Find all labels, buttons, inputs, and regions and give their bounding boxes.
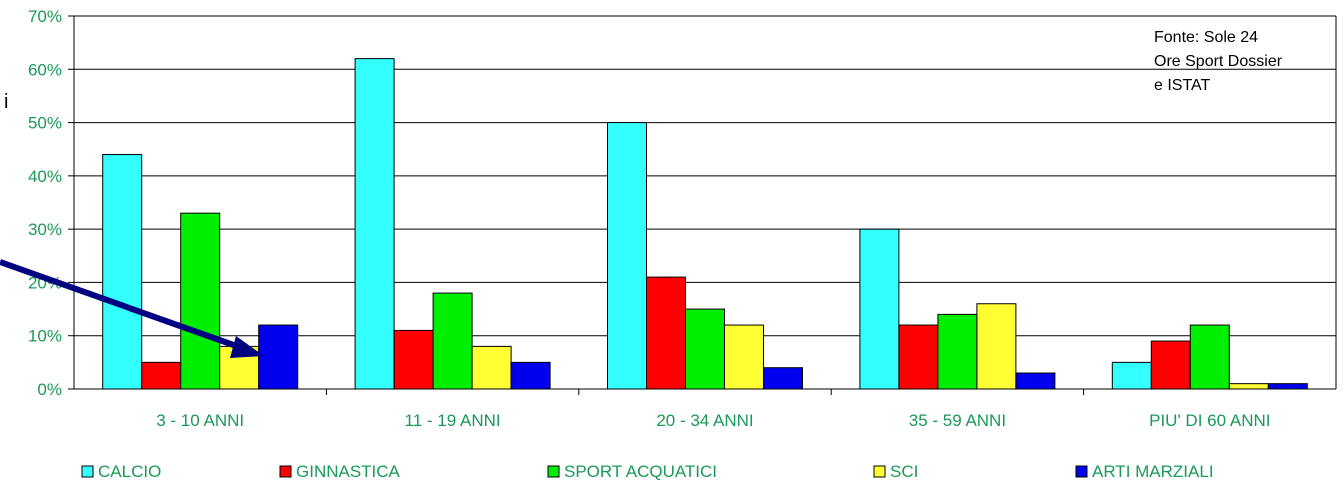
bar-sport-acquatici <box>937 313 978 390</box>
y-tick-label: 10% <box>28 327 62 346</box>
legend: CALCIO GINNASTICA SPORT ACQUATICI SCI ARTI M… <box>81 462 1214 481</box>
bar-sci <box>724 324 764 390</box>
source-note-line-1: Fonte: Sole 24 <box>1154 29 1258 46</box>
y-tick-label: 40% <box>28 167 62 186</box>
bar-arti-marziali <box>258 324 299 390</box>
category-label: 11 - 19 ANNI <box>405 411 501 430</box>
bar-arti-marziali <box>1015 372 1056 390</box>
bar-sport-acquatici <box>432 292 473 390</box>
arrow-shaft <box>0 259 244 351</box>
y-tick-label: 50% <box>28 114 62 133</box>
bar-ginnastica <box>141 361 182 390</box>
bar-arti-marziali <box>510 361 551 390</box>
y-tick-label: 0% <box>37 380 62 399</box>
legend-swatch <box>873 465 886 478</box>
bar-calcio <box>859 228 900 390</box>
legend-label: SPORT ACQUATICI <box>564 462 717 481</box>
x-axis: 3 - 10 ANNI 11 - 19 ANNI 20 - 34 ANNI 35 - … <box>74 388 1336 430</box>
bar-calcio <box>102 154 143 390</box>
bar-ginnastica <box>393 329 434 390</box>
arrow-head <box>230 336 264 358</box>
bar-calcio <box>607 122 647 390</box>
bars <box>102 58 1308 390</box>
bar-arti-marziali <box>763 367 803 390</box>
y-axis: 0%10%20%30%40%50%60%70% <box>28 7 1337 399</box>
cut-off-label: i <box>4 91 8 113</box>
category-label: PIU' DI 60 ANNI <box>1149 411 1270 430</box>
bar-sport-acquatici <box>180 212 221 390</box>
bar-ginnastica <box>646 276 686 390</box>
source-note-line-2: Ore Sport Dossier <box>1154 53 1283 70</box>
category-label: 35 - 59 ANNI <box>909 411 1006 430</box>
y-tick-label: 30% <box>28 220 62 239</box>
bar-ginnastica <box>1150 340 1191 390</box>
legend-swatch <box>81 465 94 478</box>
category-label: 20 - 34 ANNI <box>656 411 753 430</box>
bar-calcio <box>1111 361 1152 390</box>
gridlines <box>74 15 1336 337</box>
legend-swatch <box>279 465 292 478</box>
legend-label: GINNASTICA <box>296 462 401 481</box>
bar-calcio <box>354 58 395 390</box>
bar-arti-marziali <box>1267 383 1308 390</box>
legend-label: CALCIO <box>98 462 161 481</box>
y-tick-label: 60% <box>28 60 62 79</box>
bar-ginnastica <box>898 324 939 390</box>
arrow-annotation <box>0 259 264 358</box>
bar-sport-acquatici <box>685 308 725 390</box>
source-note-line-3: e ISTAT <box>1154 77 1211 94</box>
annotations: Fonte: Sole 24 Ore Sport Dossier e ISTAT… <box>4 29 1283 113</box>
category-label: 3 - 10 ANNI <box>156 411 244 430</box>
bar-sport-acquatici <box>1189 324 1230 390</box>
bar-sci <box>976 303 1017 390</box>
legend-swatch <box>1075 465 1088 478</box>
legend-swatch <box>547 465 560 478</box>
bar-sci <box>1228 383 1269 390</box>
legend-label: SCI <box>890 462 918 481</box>
bar-sci <box>471 345 512 390</box>
legend-label: ARTI MARZIALI <box>1092 462 1214 481</box>
y-tick-label: 70% <box>28 7 62 26</box>
